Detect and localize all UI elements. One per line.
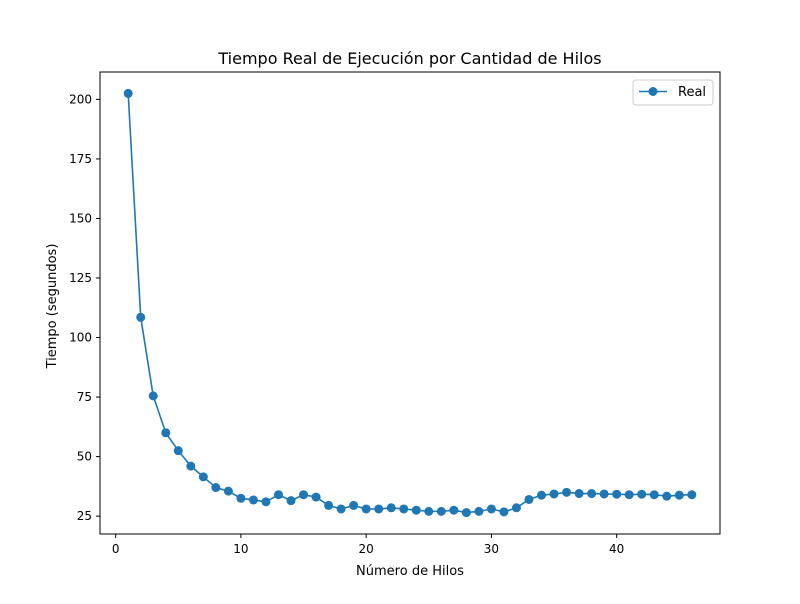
data-point bbox=[524, 494, 534, 504]
data-point bbox=[449, 505, 459, 515]
chart-title: Tiempo Real de Ejecución por Cantidad de… bbox=[217, 49, 601, 68]
data-point bbox=[386, 503, 396, 513]
x-tick-label: 20 bbox=[359, 542, 374, 556]
data-point bbox=[436, 506, 446, 516]
data-point bbox=[248, 495, 258, 505]
y-tick-label: 75 bbox=[77, 390, 92, 404]
x-axis-label: Número de Hilos bbox=[356, 564, 464, 579]
data-point bbox=[649, 490, 659, 500]
legend: Real bbox=[632, 79, 714, 106]
y-tick-label: 175 bbox=[69, 152, 92, 166]
series-line bbox=[127, 93, 692, 514]
data-point bbox=[461, 508, 471, 518]
legend-box bbox=[632, 79, 714, 106]
data-point bbox=[161, 428, 171, 438]
data-point bbox=[136, 312, 146, 322]
data-point bbox=[574, 489, 584, 499]
data-point bbox=[223, 486, 233, 496]
data-point bbox=[499, 507, 509, 517]
data-point bbox=[374, 504, 384, 514]
y-tick-label: 25 bbox=[77, 509, 92, 523]
data-point bbox=[599, 489, 609, 499]
data-point bbox=[411, 505, 421, 515]
series-real bbox=[123, 88, 697, 518]
data-point bbox=[637, 489, 647, 499]
data-point bbox=[612, 489, 622, 499]
x-tick-label: 0 bbox=[112, 542, 120, 556]
x-axis-ticks: 0 10 20 30 40 bbox=[112, 534, 624, 556]
y-axis-ticks: 25 50 75 100 125 150 175 200 bbox=[69, 92, 100, 523]
data-point bbox=[511, 503, 521, 513]
data-point bbox=[186, 461, 196, 471]
y-tick-label: 125 bbox=[69, 271, 92, 285]
data-point bbox=[261, 497, 271, 507]
data-point bbox=[562, 487, 572, 497]
x-tick-label: 40 bbox=[609, 542, 624, 556]
legend-label: Real bbox=[678, 85, 706, 100]
data-point bbox=[474, 506, 484, 516]
data-point bbox=[361, 504, 371, 514]
data-point bbox=[486, 504, 496, 514]
data-point bbox=[587, 489, 597, 499]
data-point bbox=[674, 490, 684, 500]
data-point bbox=[148, 391, 158, 401]
y-tick-label: 150 bbox=[69, 211, 92, 225]
y-tick-label: 200 bbox=[69, 92, 92, 106]
data-point bbox=[336, 504, 346, 514]
data-point bbox=[399, 504, 409, 514]
legend-marker bbox=[648, 87, 658, 96]
y-tick-label: 100 bbox=[69, 331, 92, 345]
data-point bbox=[211, 483, 221, 493]
data-point bbox=[286, 496, 296, 506]
data-point bbox=[349, 500, 359, 510]
data-point bbox=[311, 492, 321, 502]
data-point bbox=[273, 490, 283, 500]
y-axis-label: Tiempo (segundos) bbox=[45, 244, 60, 370]
data-point bbox=[236, 493, 246, 503]
data-point bbox=[537, 490, 547, 500]
data-point bbox=[424, 506, 434, 516]
x-tick-label: 30 bbox=[484, 542, 499, 556]
data-point bbox=[549, 489, 559, 499]
axes-frame bbox=[99, 71, 721, 535]
data-point bbox=[198, 472, 208, 482]
data-point bbox=[123, 88, 133, 98]
plot-area: 0 10 20 30 40 25 50 75 100 125 150 175 200 bbox=[69, 71, 721, 556]
data-point bbox=[299, 490, 309, 500]
data-point bbox=[324, 500, 334, 510]
data-point bbox=[662, 491, 672, 501]
x-tick-label: 10 bbox=[233, 542, 248, 556]
y-tick-label: 50 bbox=[77, 450, 92, 464]
data-point bbox=[624, 490, 634, 500]
data-point bbox=[173, 446, 183, 456]
data-point bbox=[687, 490, 697, 500]
